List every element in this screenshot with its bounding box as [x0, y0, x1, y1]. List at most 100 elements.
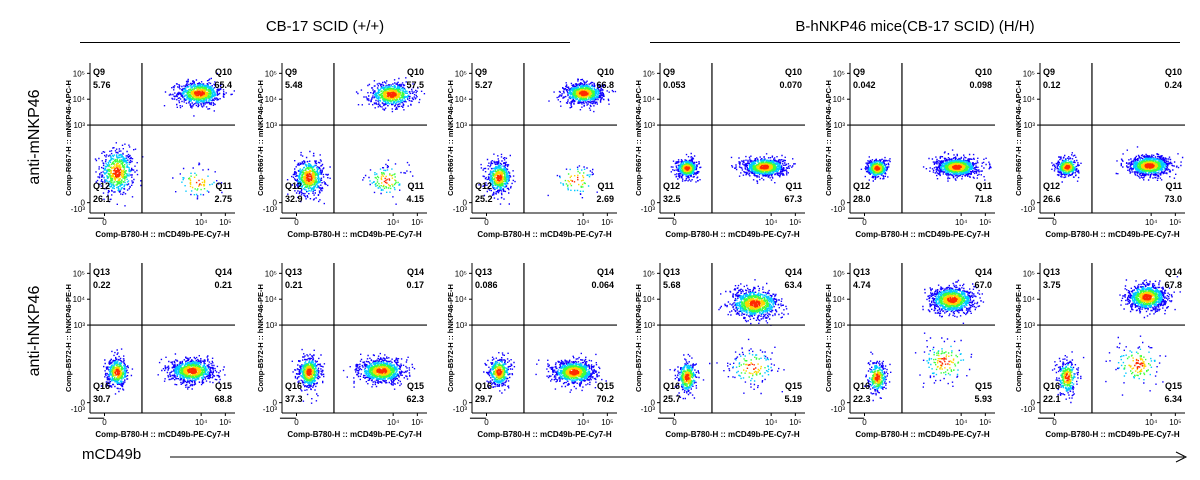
y-tick-label: 0 [463, 199, 468, 208]
population-1 [864, 351, 892, 402]
y-tick-label: 10⁵ [1023, 69, 1035, 78]
y-tick-label: 10⁴ [643, 295, 656, 304]
x-tick-label: ▁▁▁ [847, 212, 865, 219]
quadrant-value: 0.098 [969, 80, 992, 90]
x-axis-label: Comp-B780-H :: mCD49b-PE-Cy7-H [1045, 430, 1179, 439]
quadrant-value: 0.24 [1164, 80, 1182, 90]
density-mid [1060, 161, 1074, 173]
flow-plot-11: Q13 4.74 Q14 67.0 Q15 5.93 Q16 22.3 0 10⁴ 10⁵ ▁▁▁0 1… [824, 263, 995, 439]
population-1 [100, 348, 134, 395]
density-low [342, 352, 416, 390]
quadrant-value: 57.5 [406, 80, 424, 90]
quadrant-name: Q15 [785, 381, 802, 391]
x-tick-label: ▁▁▁ [279, 412, 297, 419]
density-mid-high [1062, 163, 1073, 172]
density-mid-high [372, 365, 391, 377]
plot-area: Q9 0.12 Q10 0.24 Q11 73.0 Q12 26.6 0 10⁴ 10⁵ ▁▁▁0 10… [1014, 63, 1185, 239]
density-high [1142, 293, 1152, 301]
plot-area: Q13 0.21 Q14 0.17 Q15 62.3 Q16 37.3 0 10⁴ 10⁵ ▁▁▁0 1… [256, 263, 427, 439]
quadrant-name: Q9 [475, 67, 487, 77]
quadrant-value: 0.22 [93, 280, 111, 290]
quadrant-name: Q14 [215, 267, 232, 277]
density-low [730, 153, 796, 184]
population-1 [286, 150, 331, 205]
y-tick-label: 10⁵ [1023, 269, 1035, 278]
y-axis-label: Comp-R667-H :: mNKP46-APC-H [824, 80, 833, 196]
population-3 [547, 165, 598, 199]
y-tick-label: 10⁵ [833, 269, 845, 278]
quadrant-name: Q15 [1165, 381, 1182, 391]
density-mid-high [948, 162, 966, 172]
quadrant-value: 28.0 [853, 194, 871, 204]
x-axis-label: Comp-B780-H :: mCD49b-PE-Cy7-H [855, 430, 989, 439]
quadrant-value: 2.75 [214, 194, 232, 204]
y-tick-label: 10³ [265, 321, 277, 330]
density-low [922, 149, 992, 182]
x-tick-label: 10⁴ [955, 418, 968, 427]
y-tick-label: 10⁴ [1023, 295, 1036, 304]
quadrant-name: Q12 [1043, 181, 1060, 191]
y-tick-label: -10³ [831, 405, 846, 414]
y-tick-label: 0 [81, 399, 86, 408]
x-tick-label: 10⁴ [1145, 218, 1158, 227]
y-tick-label: 10⁴ [833, 95, 846, 104]
density-high [306, 368, 312, 377]
density-mid-low [369, 168, 401, 193]
quadrant-value: 5.48 [285, 80, 303, 90]
x-tick-label: 10⁵ [979, 218, 991, 227]
x-tick-label: ▁▁▁ [469, 412, 487, 419]
quadrant-name: Q10 [215, 67, 232, 77]
population-2 [718, 279, 789, 326]
x-tick-label: ▁▁▁ [87, 412, 105, 419]
flow-plot-5: Q9 0.042 Q10 0.098 Q11 71.8 Q12 28.0 0 10⁴ 10⁵ ▁▁▁0… [824, 63, 995, 239]
y-tick-label: 10³ [265, 121, 277, 130]
density-mid-high [682, 164, 693, 173]
x-tick-label: 0 [102, 218, 107, 227]
density-high [305, 173, 313, 182]
x-tick-label: 0 [484, 218, 489, 227]
x-tick-label: 10⁴ [1145, 418, 1158, 427]
flow-plot-3: Q9 5.27 Q10 66.8 Q11 2.69 Q12 25.2 0 10⁴ 10⁵ ▁▁▁0 10… [446, 63, 617, 239]
y-tick-label: 10³ [833, 121, 845, 130]
density-mid-high [190, 88, 209, 99]
density-low [1051, 152, 1082, 183]
quadrant-value: 37.3 [285, 394, 303, 404]
y-tick-label: 10⁵ [265, 69, 277, 78]
group-title-left: CB-17 SCID (+/+) [265, 18, 385, 35]
y-tick-label: 10⁴ [73, 95, 86, 104]
group-title-right: B-hNKP46 mice(CB-17 SCID) (H/H) [795, 18, 1035, 35]
density-high [952, 164, 962, 170]
density-high [759, 164, 770, 170]
x-tick-label: 0 [672, 218, 677, 227]
density-high [112, 167, 122, 178]
x-tick-label: 10⁴ [765, 218, 778, 227]
quadrant-name: Q10 [785, 67, 802, 77]
x-axis-label: Comp-B780-H :: mCD49b-PE-Cy7-H [287, 430, 421, 439]
x-tick-label: 10⁴ [195, 418, 208, 427]
x-tick-label: ▁▁▁ [847, 412, 865, 419]
population-3 [914, 332, 973, 388]
quadrant-name: Q16 [853, 381, 870, 391]
density-high [495, 174, 503, 182]
density-high [383, 177, 391, 184]
quadrant-name: Q10 [597, 67, 614, 77]
density-mid-high [380, 174, 396, 187]
y-tick-label: 10³ [643, 121, 655, 130]
density-high [578, 90, 589, 97]
plot-area: Q9 5.76 Q10 65.4 Q11 2.75 Q12 26.1 0 10⁴ 10⁵ ▁▁▁0 10… [64, 63, 235, 239]
density-mid-high [755, 162, 774, 172]
x-tick-label: ▁▁▁ [1037, 212, 1055, 219]
quadrant-name: Q13 [1043, 267, 1060, 277]
x-axis-label: Comp-B780-H :: mCD49b-PE-Cy7-H [665, 430, 799, 439]
y-tick-label: 10⁵ [265, 269, 277, 278]
density-mid-high [494, 170, 505, 184]
x-tick-label: 0 [294, 218, 299, 227]
density-low [1105, 335, 1167, 396]
plot-area: Q9 0.053 Q10 0.070 Q11 67.3 Q12 32.5 0 10⁴ 10⁵ ▁▁▁0… [634, 63, 805, 239]
population-3 [362, 159, 414, 205]
x-tick-label: 0 [294, 418, 299, 427]
density-low [1119, 276, 1181, 319]
density-mid-high [183, 366, 202, 377]
density-mid-low [732, 352, 772, 382]
x-tick-label: ▁▁▁ [469, 212, 487, 219]
